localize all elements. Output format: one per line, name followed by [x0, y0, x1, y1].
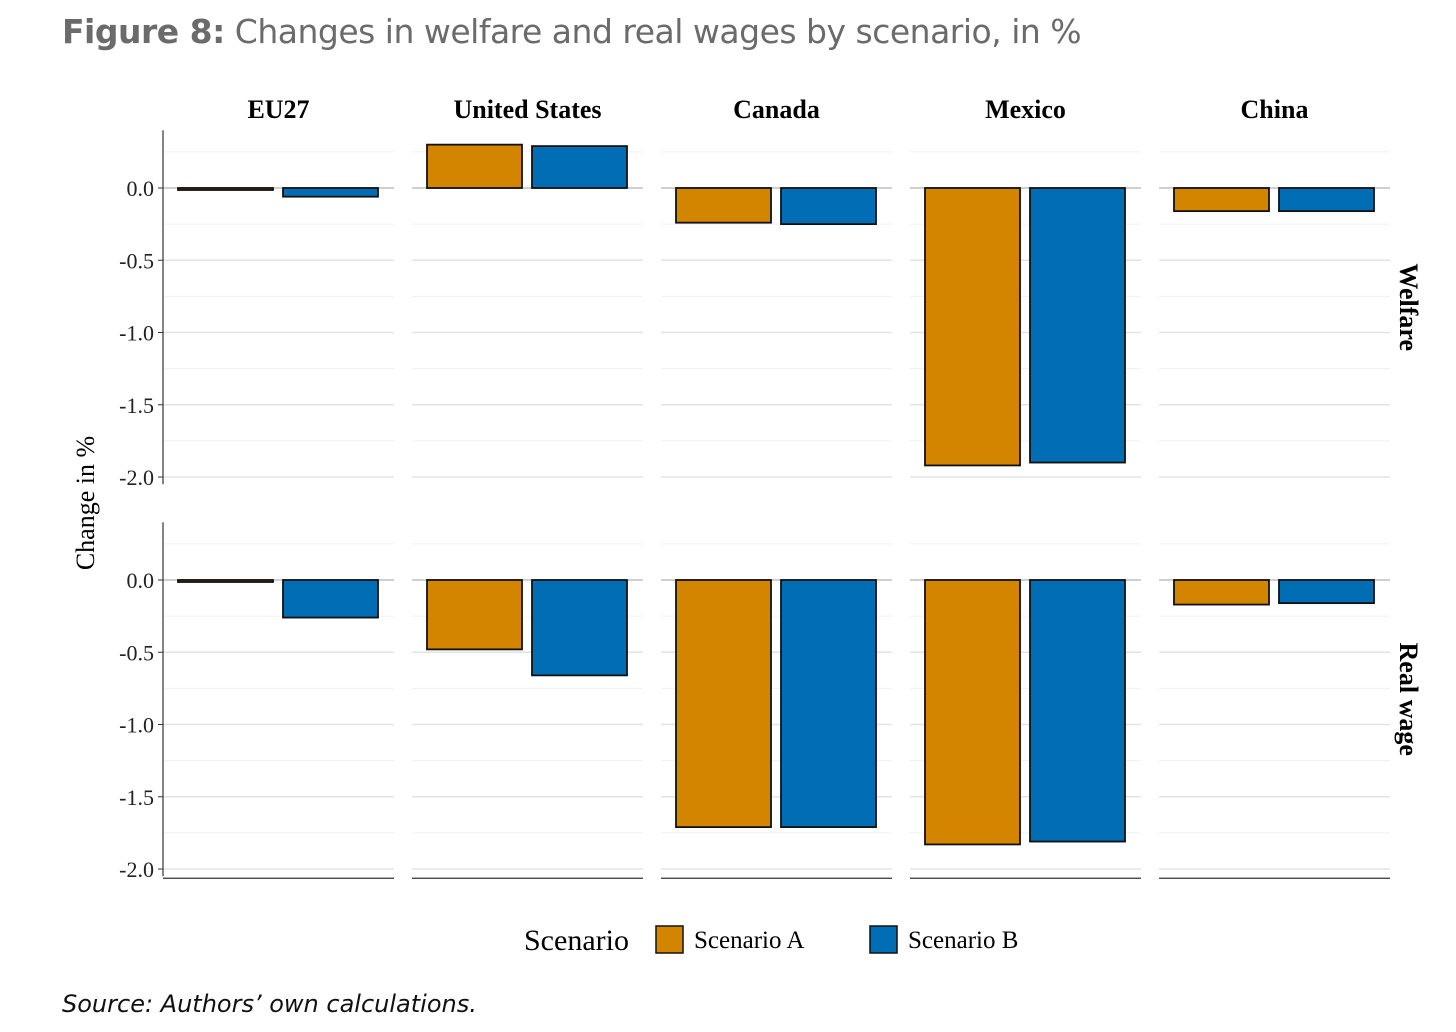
bar-welfare-scenario-b-eu27 [282, 187, 379, 198]
bar-real-wage-scenario-b-canada [780, 579, 877, 828]
facet-label-mexico: Mexico [985, 95, 1066, 124]
y-tick-label: -1.0 [119, 321, 154, 346]
y-tick-label: -0.5 [119, 640, 154, 665]
source-note: Source: Authors’ own calculations. [62, 990, 477, 1018]
bar-real-wage-scenario-b-mexico [1029, 579, 1126, 843]
y-tick-label: -2.0 [119, 465, 154, 490]
bar-welfare-scenario-a-eu27 [177, 187, 274, 191]
legend-label-scenario-a: Scenario A [694, 927, 804, 954]
bar-welfare-scenario-a-canada [675, 187, 772, 224]
bar-real-wage-scenario-b-china [1278, 579, 1375, 605]
legend-swatch-scenario-a [655, 925, 684, 954]
facet-label-china: China [1241, 95, 1309, 124]
y-tick-label: -1.5 [119, 393, 154, 418]
bar-real-wage-scenario-a-canada [675, 579, 772, 828]
y-axis-label: Change in % [71, 436, 100, 570]
bar-welfare-scenario-b-mexico [1029, 187, 1126, 464]
legend-swatch-scenario-b [869, 925, 898, 954]
legend-title: Scenario [524, 924, 629, 957]
facet-label-real-wage: Real wage [1394, 643, 1423, 756]
bar-welfare-scenario-b-canada [780, 187, 877, 226]
facet-label-canada: Canada [733, 95, 820, 124]
figure-number: Figure 8: [62, 12, 225, 51]
facet-label-eu27: EU27 [247, 95, 309, 124]
bar-real-wage-scenario-a-china [1173, 579, 1270, 606]
facet-label-welfare: Welfare [1394, 263, 1423, 351]
bar-real-wage-scenario-a-united-states [426, 579, 523, 651]
y-tick-label: 0.0 [127, 568, 155, 593]
bar-welfare-scenario-a-united-states [426, 143, 523, 189]
bar-welfare-scenario-a-mexico [924, 187, 1021, 467]
bar-welfare-scenario-b-china [1278, 187, 1375, 213]
y-tick-label: -2.0 [119, 857, 154, 882]
bar-real-wage-scenario-b-united-states [531, 579, 628, 677]
y-tick-label: -1.0 [119, 713, 154, 738]
y-tick-label: -0.5 [119, 248, 154, 273]
figure-caption: Changes in welfare and real wages by sce… [224, 12, 1082, 51]
y-tick-label: -1.5 [119, 785, 154, 810]
bar-real-wage-scenario-a-mexico [924, 579, 1021, 846]
facet-label-united-states: United States [453, 95, 601, 124]
legend-label-scenario-b: Scenario B [908, 927, 1018, 954]
bar-real-wage-scenario-b-eu27 [282, 579, 379, 619]
figure-title: Figure 8: Changes in welfare and real wa… [62, 12, 1082, 51]
bar-welfare-scenario-a-china [1173, 187, 1270, 213]
bar-welfare-scenario-b-united-states [531, 145, 628, 189]
y-tick-label: 0.0 [127, 176, 155, 201]
bar-real-wage-scenario-a-eu27 [177, 579, 274, 583]
